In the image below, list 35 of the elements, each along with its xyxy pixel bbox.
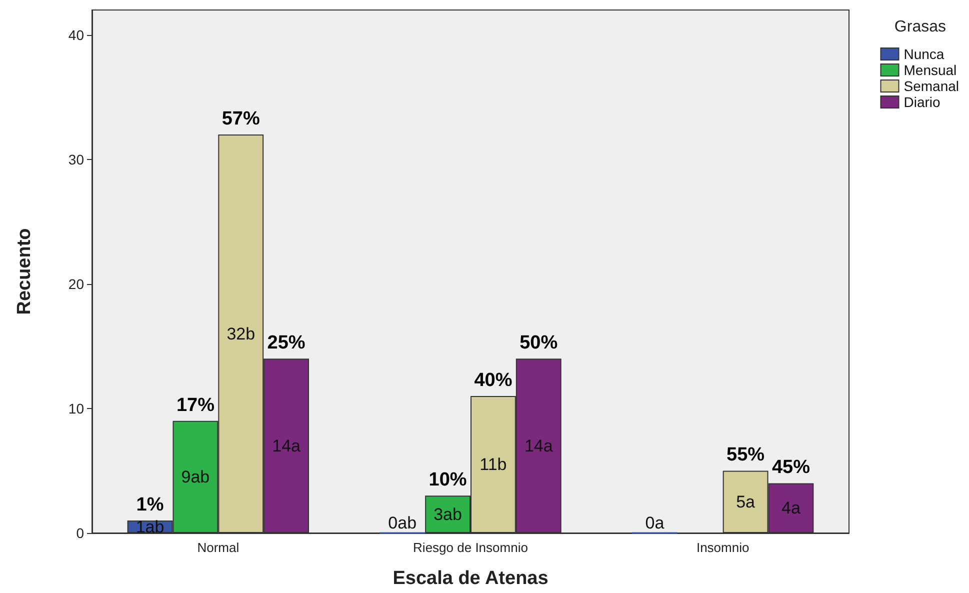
y-tick-label: 40 [68, 26, 84, 43]
y-axis-title: Recuento [14, 228, 35, 315]
data-label: 14a [524, 436, 554, 456]
x-tick-label: Insomnio [696, 540, 750, 555]
legend-label: Nunca [904, 46, 944, 62]
legend-label: Mensual [904, 62, 957, 78]
annotation: 10% [428, 470, 467, 491]
x-axis-title: Escala de Atenas [392, 568, 548, 589]
annotation: 17% [176, 394, 215, 416]
legend-label: Semanal [904, 78, 960, 94]
x-tick-label: Normal [197, 540, 240, 555]
data-label: 3ab [434, 504, 462, 524]
x-tick-label: Riesgo de Insomnio [413, 540, 528, 555]
y-tick-label: 0 [76, 525, 84, 541]
annotation: 25% [267, 332, 306, 354]
annotation: 55% [726, 444, 765, 466]
data-label: 5a [736, 492, 756, 512]
data-label: 1ab [136, 517, 164, 536]
annotation: 40% [474, 370, 512, 392]
y-tick-label: 30 [68, 151, 84, 168]
annotation: 45% [772, 457, 810, 478]
data-label: 0ab [388, 513, 417, 532]
data-label: 0a [645, 513, 665, 532]
legend-title: Grasas [894, 18, 946, 36]
y-tick-label: 20 [68, 276, 84, 292]
data-label: 4a [782, 498, 801, 518]
annotation: 57% [222, 108, 260, 130]
data-label: 9ab [181, 467, 210, 486]
y-tick-label: 10 [68, 400, 84, 416]
data-label: 14a [272, 436, 302, 456]
annotation: 1% [136, 494, 164, 516]
legend-label: Diario [904, 94, 941, 110]
annotation: 50% [520, 332, 558, 354]
data-label: 32b [226, 324, 256, 344]
data-label: 11b [480, 455, 507, 474]
